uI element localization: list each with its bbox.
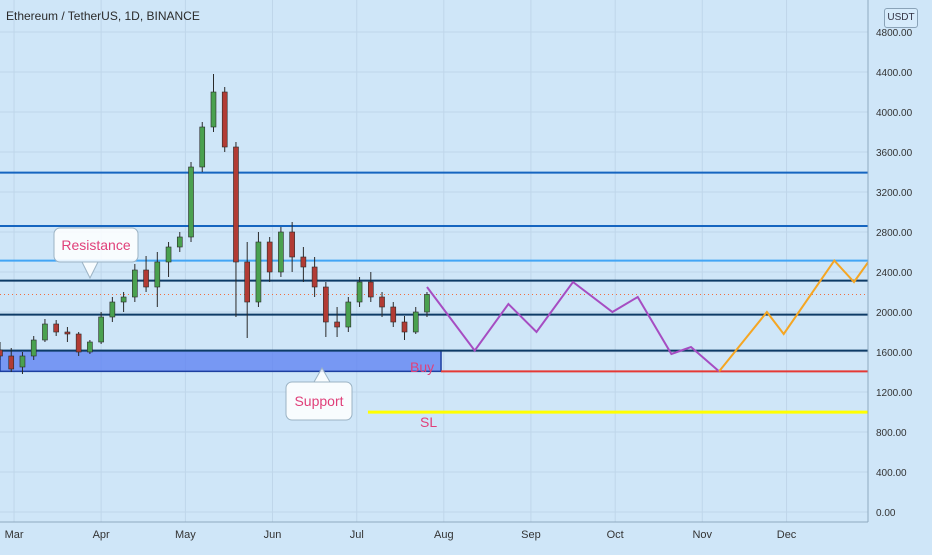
candle-body	[75, 333, 82, 353]
candle-body	[154, 261, 161, 288]
candle-body	[356, 281, 363, 303]
level-layer: 3393.792860.042513.992313.441973.161614.…	[0, 163, 931, 422]
x-tick-label: Nov	[692, 529, 712, 541]
candle-body	[278, 231, 284, 273]
candle-body	[64, 331, 71, 335]
y-tick-label: 4800.00	[876, 28, 913, 39]
candle-body	[255, 241, 262, 303]
support-pointer	[313, 366, 331, 383]
candle-body	[53, 323, 59, 333]
candle-body	[199, 126, 206, 168]
support-callout: Support	[285, 366, 353, 421]
candle-body	[30, 339, 37, 357]
y-tick-label: 4000.00	[876, 108, 913, 119]
candle-body	[8, 355, 15, 370]
y-tick-label: 0.00	[876, 508, 896, 519]
candle-body	[323, 286, 329, 323]
projection-orange	[718, 226, 895, 373]
symbol-title: Ethereum / TetherUS, 1D, BINANCE	[6, 9, 200, 23]
resistance-pointer	[81, 261, 99, 280]
candle-body	[379, 296, 385, 308]
x-tick-label: Mar	[5, 529, 24, 541]
support-zone-box	[0, 349, 442, 373]
candle-body	[165, 246, 172, 263]
candle-body	[42, 323, 48, 341]
candle-body	[19, 355, 26, 368]
support-label: Support	[294, 393, 343, 409]
candle-body	[132, 269, 138, 298]
projection-purple	[426, 280, 720, 373]
y-tick-label: 4400.00	[876, 68, 913, 79]
candle-body	[87, 341, 93, 353]
candle-body	[424, 294, 430, 313]
y-tick-label: 400.00	[876, 468, 907, 479]
resistance-label: Resistance	[61, 237, 130, 253]
x-tick-label: Apr	[93, 529, 110, 541]
x-tick-label: Dec	[777, 529, 797, 541]
candle-layer	[0, 74, 430, 374]
candle-body	[289, 231, 295, 258]
buy-label: Buy	[410, 359, 434, 375]
candle-body	[401, 321, 408, 333]
price-axis-panel	[868, 0, 932, 550]
candle-body	[244, 261, 250, 303]
candle-body	[0, 349, 3, 357]
x-tick-label: Aug	[434, 529, 454, 541]
y-tick-label: 3600.00	[876, 148, 913, 159]
x-tick-label: Oct	[607, 529, 624, 541]
candle-body	[98, 316, 104, 343]
candle-body	[221, 91, 228, 148]
y-tick-label: 2800.00	[876, 228, 913, 239]
candle-body	[188, 166, 194, 238]
y-tick-label: 800.00	[876, 428, 907, 439]
annotation-layer: Resistance Support Buy SL	[53, 227, 437, 430]
candle-body	[367, 281, 374, 298]
candle-body	[143, 269, 149, 288]
candle-body	[390, 306, 397, 323]
candle-body	[345, 301, 352, 328]
candle-body	[334, 321, 340, 328]
candle-body	[412, 311, 419, 333]
y-tick-label: 1200.00	[876, 388, 913, 399]
x-tick-label: May	[175, 529, 196, 541]
candle-body	[176, 236, 183, 248]
sl-label: SL	[420, 414, 437, 430]
resistance-callout: Resistance	[53, 227, 139, 280]
candle-body	[233, 146, 239, 263]
candle-body	[120, 296, 127, 303]
zone-layer	[0, 349, 442, 373]
x-tick-label: Jun	[264, 529, 282, 541]
y-tick-label: 2400.00	[876, 268, 913, 279]
candle-body	[300, 256, 307, 268]
candle-body	[109, 301, 116, 318]
x-tick-label: Sep	[521, 529, 541, 541]
candle-body	[311, 266, 318, 288]
x-tick-label: Jul	[350, 529, 364, 541]
y-tick-label: 1600.00	[876, 348, 913, 359]
y-tick-label: 2000.00	[876, 308, 913, 319]
y-tick-label: 3200.00	[876, 188, 913, 199]
candle-body	[210, 91, 217, 128]
currency-badge[interactable]: USDT	[884, 8, 918, 28]
candle-body	[266, 241, 273, 273]
